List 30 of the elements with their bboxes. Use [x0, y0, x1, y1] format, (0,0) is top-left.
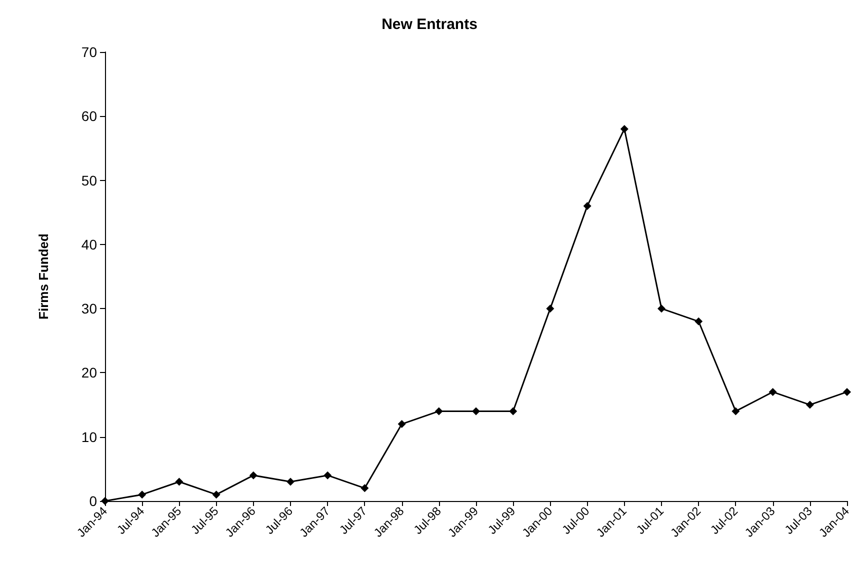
point: [509, 407, 518, 416]
point: [472, 407, 480, 416]
y-tick-label: 10: [81, 428, 98, 445]
point: [620, 124, 628, 133]
point: [249, 471, 258, 480]
y-tick-label: 70: [81, 44, 98, 60]
point: [732, 407, 740, 416]
chart-title: New Entrants: [382, 16, 478, 33]
point: [398, 420, 406, 428]
point: [546, 304, 554, 313]
point: [286, 478, 294, 486]
y-tick-label: 50: [81, 172, 98, 188]
y-tick-label: 20: [81, 364, 98, 381]
y-axis-title: Firms Funded: [36, 233, 51, 320]
point: [694, 317, 703, 326]
y-tick-label: 0: [89, 493, 98, 509]
point: [658, 304, 666, 313]
point: [212, 490, 220, 499]
point: [138, 490, 146, 499]
point: [768, 388, 777, 396]
y-tick-label: 60: [81, 108, 98, 124]
point: [360, 484, 369, 492]
point: [583, 202, 592, 210]
y-tick-label: 30: [81, 300, 98, 317]
point: [324, 471, 332, 480]
point: [806, 400, 814, 409]
point: [175, 478, 184, 486]
point: [434, 407, 443, 416]
y-tick-label: 40: [81, 236, 98, 252]
point: [843, 388, 851, 396]
